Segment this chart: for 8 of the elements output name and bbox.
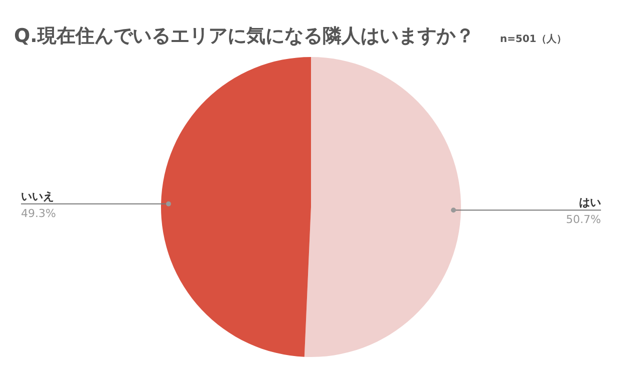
chart-subtitle: n=501（人） xyxy=(500,33,566,45)
chart-title: Q.現在住んでいるエリアに気になる隣人はいますか？ xyxy=(14,25,474,47)
pie-slice xyxy=(161,57,311,357)
slice-label: いいえ xyxy=(21,190,54,203)
data-label: 50.7% xyxy=(566,213,601,226)
pie-slice xyxy=(304,57,461,357)
slice-label: はい xyxy=(579,196,601,210)
data-label: 49.3% xyxy=(21,206,56,220)
